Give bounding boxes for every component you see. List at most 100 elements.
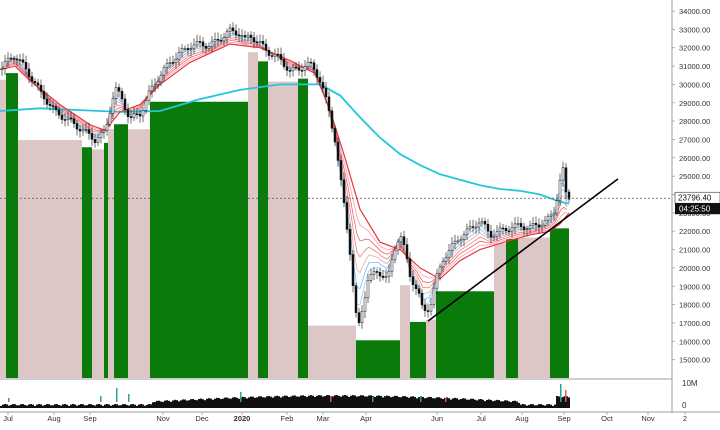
volume-spike bbox=[420, 396, 422, 402]
volume-bar bbox=[488, 399, 490, 408]
volume-bar bbox=[560, 397, 562, 408]
trendline[interactable] bbox=[427, 178, 619, 322]
volume-bar bbox=[258, 396, 260, 408]
candle-body bbox=[534, 222, 538, 226]
candle-body bbox=[33, 81, 37, 84]
candle-body bbox=[195, 41, 199, 46]
volume-axis-zero-label: 0 bbox=[682, 401, 687, 410]
volume-bar bbox=[568, 397, 570, 408]
volume-bar bbox=[116, 404, 118, 408]
candle-body bbox=[552, 212, 556, 216]
candle-body bbox=[543, 219, 547, 226]
candles bbox=[0, 22, 571, 329]
volume-bar bbox=[310, 395, 312, 408]
signal-band bbox=[400, 285, 410, 378]
candle-body bbox=[513, 223, 517, 229]
volume-bar bbox=[6, 404, 8, 408]
volume-bar bbox=[204, 400, 206, 408]
candle-body bbox=[441, 261, 445, 268]
volume-bar bbox=[180, 400, 182, 408]
volume-bar bbox=[14, 404, 16, 408]
candle-body bbox=[291, 66, 295, 72]
volume-bar bbox=[432, 398, 434, 408]
y-tick-label: 32000.00 bbox=[679, 44, 710, 53]
volume-bar bbox=[438, 397, 440, 408]
volume-bar bbox=[282, 396, 284, 408]
volume-bar bbox=[182, 399, 184, 408]
candle-body bbox=[36, 82, 40, 86]
volume-bar bbox=[374, 397, 376, 408]
volume-bar bbox=[150, 404, 152, 408]
y-tick-label: 30000.00 bbox=[679, 80, 710, 89]
x-tick-label: Apr bbox=[360, 414, 372, 423]
countdown-label: 04:25:50 bbox=[679, 205, 711, 214]
candle-body bbox=[384, 275, 388, 278]
volume-bar bbox=[242, 396, 244, 408]
current-price-tag: 23796.40 04:25:50 bbox=[674, 191, 720, 215]
volume-bar bbox=[4, 404, 6, 408]
volume-bar bbox=[134, 404, 136, 408]
volume-bar bbox=[322, 396, 324, 408]
volume-bar bbox=[64, 404, 66, 408]
volume-bar bbox=[48, 404, 50, 408]
volume-bar bbox=[458, 399, 460, 408]
price-axis[interactable]: 15000.00 16000.00 17000.00 18000.00 19000.00… bbox=[672, 7, 710, 365]
volume-bar bbox=[60, 405, 62, 408]
signal-band bbox=[550, 228, 569, 378]
candle-body bbox=[309, 61, 313, 64]
volume-bar bbox=[520, 404, 522, 408]
candle-body bbox=[492, 235, 496, 238]
volume-bar bbox=[100, 404, 102, 408]
candle-body bbox=[522, 226, 526, 230]
candle-body bbox=[162, 67, 166, 76]
y-tick-label: 20000.00 bbox=[679, 264, 710, 273]
volume-bar bbox=[118, 405, 120, 408]
candle-body bbox=[444, 257, 448, 262]
volume-bar bbox=[122, 404, 124, 408]
candle-body bbox=[270, 55, 274, 57]
candle-body bbox=[24, 62, 28, 70]
candle-body bbox=[486, 224, 490, 232]
volume-bar bbox=[162, 401, 164, 408]
candle-body bbox=[288, 70, 292, 72]
candle-body bbox=[66, 117, 70, 121]
volume-bar bbox=[102, 405, 104, 408]
volume-bar bbox=[56, 404, 58, 408]
candle-body bbox=[156, 81, 160, 86]
volume-bar bbox=[42, 405, 44, 408]
candle-body bbox=[120, 90, 124, 100]
volume-bar bbox=[388, 395, 390, 408]
x-tick-label: Jul bbox=[3, 414, 13, 423]
volume-bar bbox=[98, 404, 100, 408]
volume-bar bbox=[106, 404, 108, 408]
volume-bar bbox=[348, 396, 350, 408]
volume-bar bbox=[408, 397, 410, 408]
volume-bar bbox=[370, 395, 372, 408]
volume-bars bbox=[0, 384, 570, 408]
candle-body bbox=[564, 167, 568, 193]
volume-bar bbox=[202, 399, 204, 408]
candle-body bbox=[51, 105, 55, 108]
volume-bar bbox=[364, 396, 366, 408]
x-tick-label: 2 bbox=[683, 414, 687, 423]
volume-bar bbox=[240, 397, 242, 408]
volume-bar bbox=[12, 404, 14, 408]
x-tick-label: Mar bbox=[317, 414, 330, 423]
volume-bar bbox=[222, 398, 224, 408]
volume-spike bbox=[240, 392, 242, 402]
volume-bar bbox=[294, 395, 296, 408]
candle-body bbox=[189, 48, 193, 51]
volume-bar bbox=[84, 405, 86, 408]
candle-body bbox=[117, 87, 121, 92]
volume-bar bbox=[108, 404, 110, 408]
volume-bar bbox=[198, 398, 200, 408]
volume-bar bbox=[262, 397, 264, 408]
candle-body bbox=[375, 271, 379, 273]
time-axis[interactable]: Jul Aug Sep Nov Dec 2020 Feb Mar Apr Jun Jul Aug Sep… bbox=[3, 412, 687, 423]
volume-bar bbox=[226, 397, 228, 408]
candle-body bbox=[216, 39, 220, 41]
current-price-label: 23796.40 bbox=[678, 194, 712, 203]
volume-bar bbox=[446, 397, 448, 408]
volume-bar bbox=[86, 405, 88, 408]
